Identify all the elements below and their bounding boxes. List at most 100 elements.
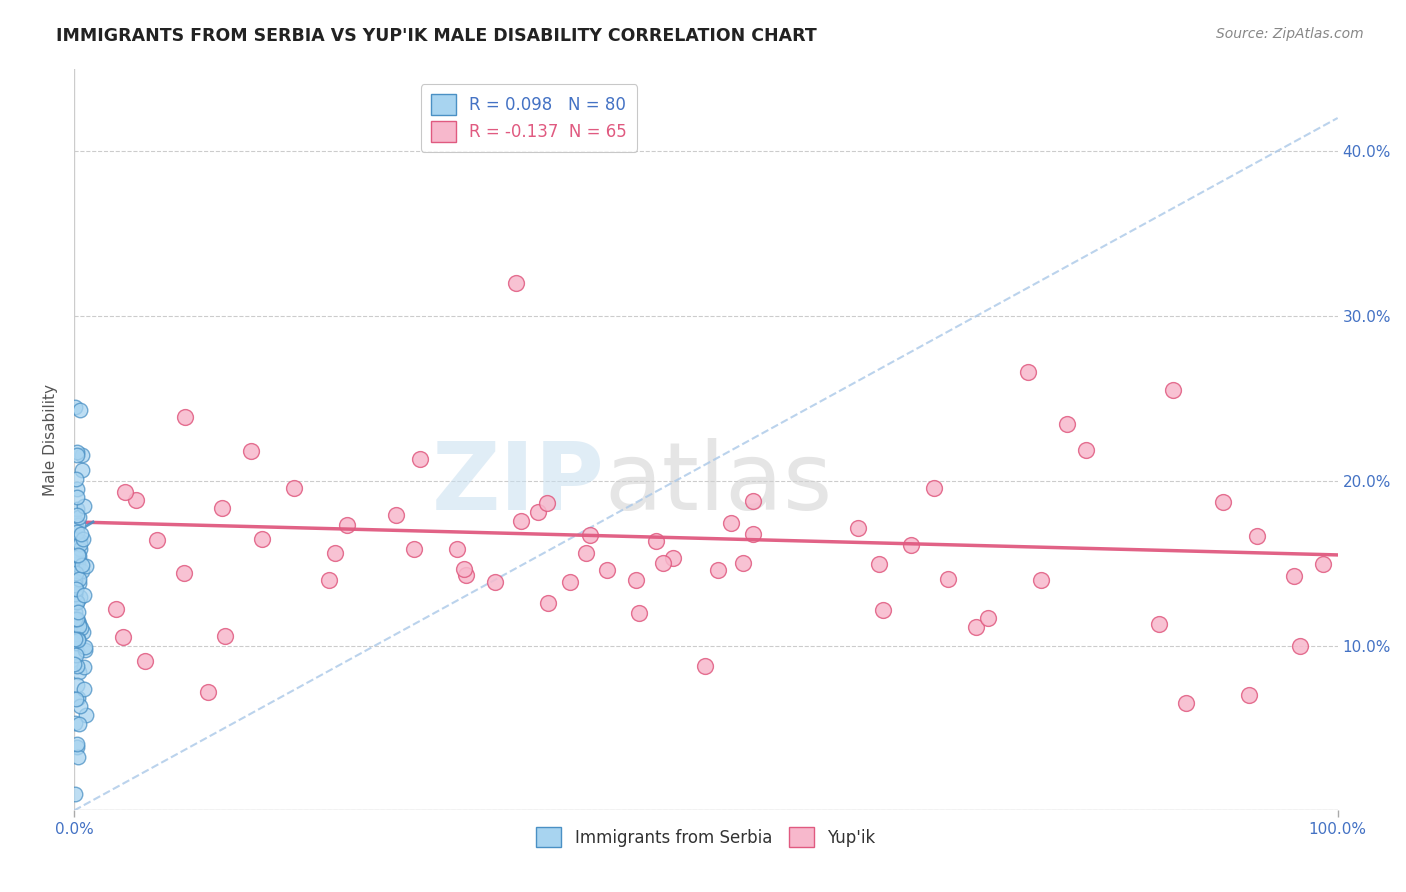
Point bbox=[67, 509, 90, 524]
Point bbox=[323, 546, 346, 560]
Point bbox=[1017, 366, 1039, 380]
Point bbox=[66, 750, 89, 764]
Point bbox=[66, 595, 89, 609]
Point bbox=[66, 555, 89, 569]
Text: atlas: atlas bbox=[605, 438, 832, 530]
Point bbox=[65, 566, 87, 580]
Point bbox=[66, 524, 89, 539]
Point bbox=[197, 685, 219, 699]
Point bbox=[69, 526, 91, 541]
Point bbox=[73, 660, 96, 674]
Point bbox=[510, 514, 533, 528]
Point bbox=[70, 621, 93, 635]
Point bbox=[69, 402, 91, 417]
Point bbox=[72, 588, 94, 602]
Point bbox=[1237, 688, 1260, 702]
Point bbox=[65, 557, 87, 571]
Legend: Immigrants from Serbia, Yup'ik: Immigrants from Serbia, Yup'ik bbox=[530, 821, 882, 855]
Point bbox=[69, 533, 91, 548]
Text: ZIP: ZIP bbox=[432, 438, 605, 530]
Point bbox=[66, 737, 89, 751]
Point bbox=[105, 602, 128, 616]
Point bbox=[73, 681, 96, 696]
Y-axis label: Male Disability: Male Disability bbox=[44, 384, 58, 496]
Point bbox=[66, 659, 89, 673]
Point bbox=[484, 575, 506, 590]
Point bbox=[965, 619, 987, 633]
Point bbox=[250, 533, 273, 547]
Point bbox=[65, 400, 87, 414]
Point bbox=[174, 410, 197, 425]
Point bbox=[63, 587, 86, 601]
Point bbox=[67, 619, 90, 633]
Point bbox=[720, 516, 742, 530]
Point bbox=[695, 659, 717, 673]
Point bbox=[72, 499, 94, 513]
Point bbox=[1175, 696, 1198, 710]
Point bbox=[65, 574, 87, 588]
Point bbox=[1282, 568, 1305, 582]
Point bbox=[1246, 529, 1268, 543]
Point bbox=[536, 495, 558, 509]
Point bbox=[731, 556, 754, 570]
Point bbox=[70, 463, 93, 477]
Point bbox=[65, 516, 87, 530]
Point bbox=[66, 533, 89, 548]
Point bbox=[66, 645, 89, 659]
Point bbox=[67, 517, 90, 532]
Point bbox=[385, 508, 408, 523]
Point bbox=[868, 558, 890, 572]
Point bbox=[1147, 616, 1170, 631]
Point bbox=[173, 566, 195, 581]
Point bbox=[75, 640, 97, 654]
Point bbox=[66, 632, 89, 647]
Point bbox=[67, 572, 90, 586]
Point bbox=[1056, 417, 1078, 432]
Point bbox=[872, 603, 894, 617]
Point bbox=[65, 502, 87, 516]
Point bbox=[402, 541, 425, 556]
Point bbox=[66, 445, 89, 459]
Point bbox=[575, 546, 598, 560]
Point bbox=[70, 448, 93, 462]
Point bbox=[65, 593, 87, 607]
Point bbox=[67, 576, 90, 591]
Point bbox=[527, 505, 550, 519]
Point bbox=[66, 740, 89, 755]
Point bbox=[1074, 443, 1097, 458]
Point bbox=[560, 575, 582, 590]
Point bbox=[63, 613, 86, 627]
Point bbox=[936, 572, 959, 586]
Point bbox=[66, 448, 89, 462]
Point bbox=[63, 657, 86, 671]
Point bbox=[922, 481, 945, 495]
Point bbox=[707, 563, 730, 577]
Point bbox=[67, 665, 90, 680]
Point bbox=[742, 493, 765, 508]
Text: Source: ZipAtlas.com: Source: ZipAtlas.com bbox=[1216, 27, 1364, 41]
Point bbox=[214, 629, 236, 643]
Point bbox=[1312, 557, 1334, 571]
Point bbox=[67, 717, 90, 731]
Point bbox=[66, 508, 89, 523]
Point bbox=[65, 471, 87, 485]
Point bbox=[65, 628, 87, 642]
Point bbox=[65, 787, 87, 801]
Point bbox=[69, 699, 91, 714]
Point bbox=[69, 542, 91, 557]
Point bbox=[454, 568, 477, 582]
Point bbox=[146, 533, 169, 548]
Point bbox=[114, 484, 136, 499]
Point bbox=[66, 549, 89, 563]
Point bbox=[65, 544, 87, 558]
Point bbox=[578, 528, 600, 542]
Point bbox=[408, 451, 430, 466]
Point bbox=[644, 533, 666, 548]
Point bbox=[505, 276, 527, 290]
Point bbox=[662, 550, 685, 565]
Point bbox=[900, 538, 922, 552]
Point bbox=[1163, 383, 1185, 397]
Point bbox=[741, 526, 763, 541]
Point bbox=[111, 630, 134, 644]
Point bbox=[69, 536, 91, 550]
